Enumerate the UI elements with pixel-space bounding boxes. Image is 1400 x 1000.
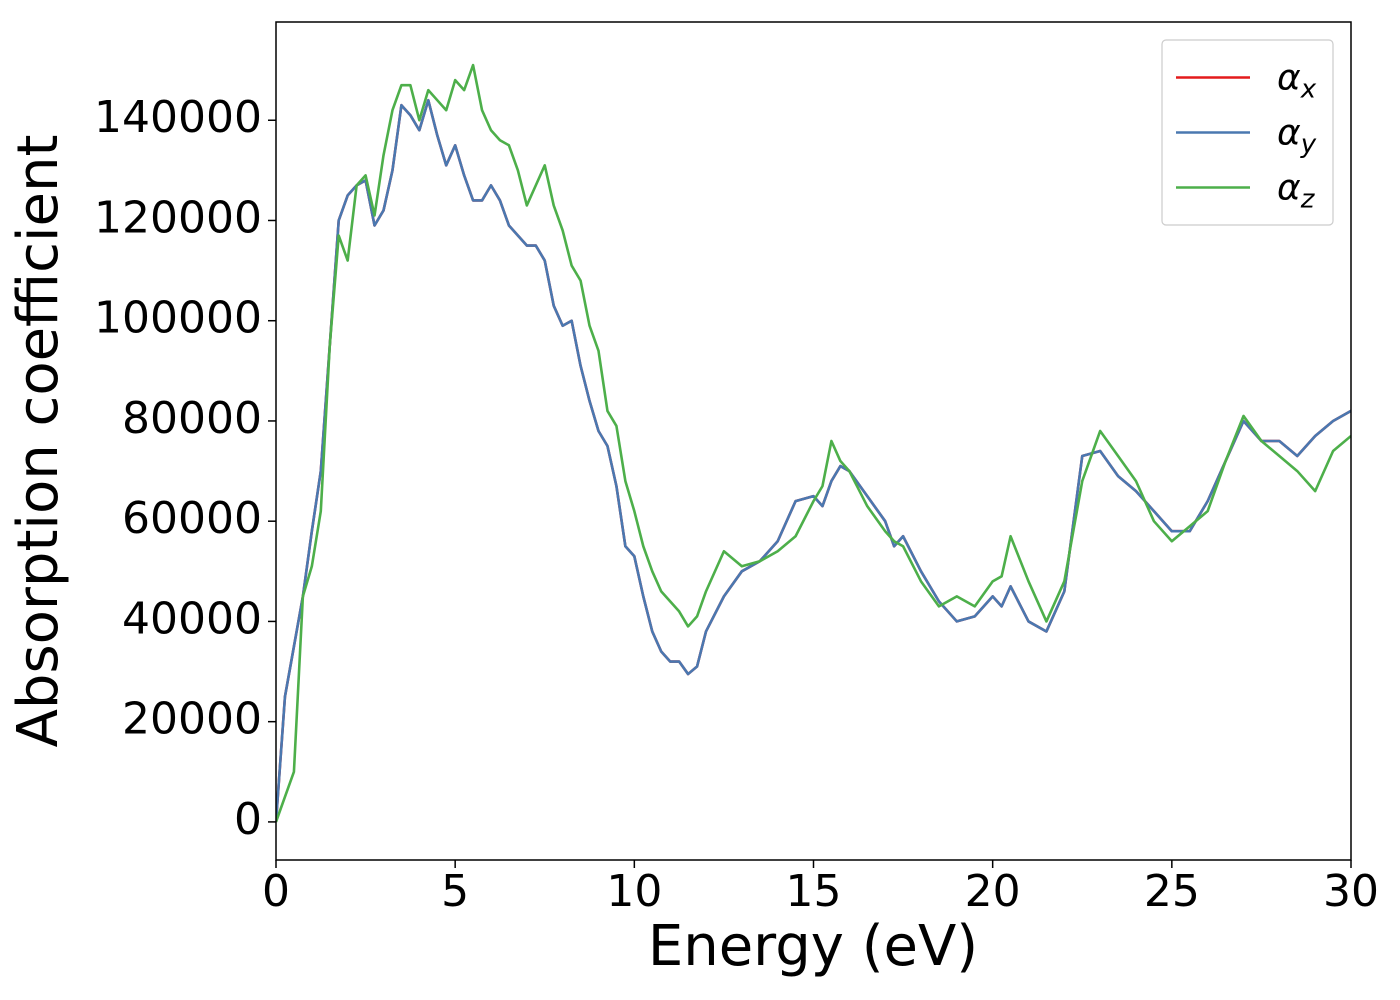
y-tick-label: 40000 [122, 593, 262, 644]
data-line [276, 63, 1351, 823]
plot-frame [275, 21, 1352, 861]
x-tick-label: 5 [441, 866, 469, 917]
x-tick-label: 10 [606, 866, 662, 917]
y-tick-label: 60000 [122, 493, 262, 544]
y-tick-label: 20000 [122, 694, 262, 745]
x-axis-label: Energy (eV) [648, 914, 978, 979]
x-tick-label: 30 [1323, 866, 1379, 917]
data-line [276, 98, 1351, 823]
y-tick-label: 0 [234, 794, 262, 845]
y-axis-label: Absorption coefficient [6, 135, 71, 748]
x-tick-label: 25 [1144, 866, 1200, 917]
x-tick-label: 0 [262, 866, 290, 917]
y-tick-label: 100000 [94, 293, 262, 344]
y-tick-label: 140000 [94, 92, 262, 143]
x-tick-label: 20 [965, 866, 1021, 917]
x-tick-label: 15 [786, 866, 842, 917]
y-tick-label: 80000 [122, 393, 262, 444]
y-tick-label: 120000 [94, 192, 262, 243]
